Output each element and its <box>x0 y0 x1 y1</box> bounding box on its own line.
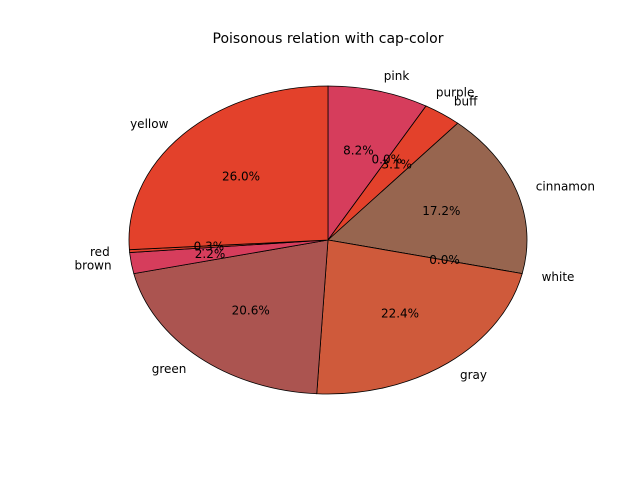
pie-label-white: white <box>542 270 575 284</box>
pie-pct-yellow: 26.0% <box>222 170 260 184</box>
pie-pct-purple: 0.0% <box>372 153 403 167</box>
pie-slice-pink <box>327 85 427 242</box>
pie-label-brown: brown <box>75 258 112 272</box>
pie-pct-white: 0.0% <box>429 253 460 267</box>
pie-labels: pink 8.2% purple 0.0% buff 3.1% cinnamon 17.2% w… <box>75 69 595 382</box>
pie-label-pink: pink <box>384 69 410 83</box>
pie-pct-brown: 2.2% <box>195 247 226 261</box>
pie-label-red: red <box>90 245 110 259</box>
pie-slice-gray <box>316 239 523 395</box>
pie-pct-green: 20.6% <box>232 303 270 317</box>
pie-slice-cinnamon <box>327 122 528 275</box>
pie-pct-pink: 8.2% <box>343 144 374 158</box>
pie-label-cinnamon: cinnamon <box>536 180 595 194</box>
pie-label-purple: purple <box>436 86 475 100</box>
pie-label-yellow: yellow <box>130 117 168 131</box>
pie-slice-yellow <box>128 85 329 251</box>
pie-pct-cinnamon: 17.2% <box>422 204 460 218</box>
pie-pct-gray: 22.4% <box>381 307 419 321</box>
pie-label-green: green <box>152 362 187 376</box>
pie-pct-buff: 3.1% <box>381 157 412 171</box>
pie-label-buff: buff <box>454 94 478 108</box>
pie-label-gray: gray <box>460 368 487 382</box>
pie-pct-red: 0.3% <box>194 240 225 254</box>
pie-slices <box>128 85 528 395</box>
pie-slice-green <box>133 239 329 395</box>
chart-title: Poisonous relation with cap-color <box>213 31 444 47</box>
